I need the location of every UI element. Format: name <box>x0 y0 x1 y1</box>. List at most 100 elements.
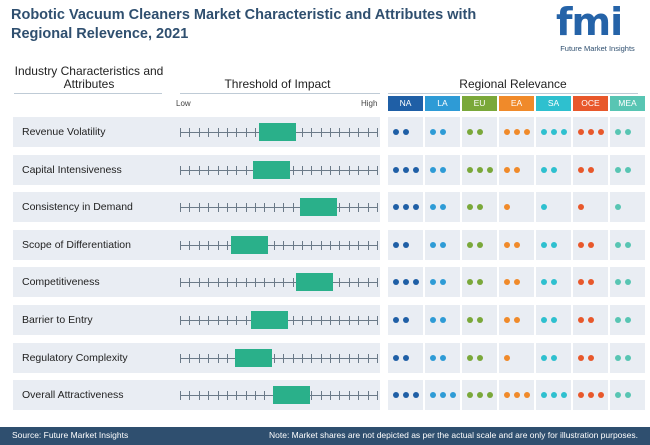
scale-tick <box>368 203 369 212</box>
scale-tick <box>208 241 209 250</box>
attribute-label: Overall Attractiveness <box>22 389 124 401</box>
scale-tick <box>302 316 303 325</box>
scale-tick <box>227 166 228 175</box>
relevance-dot <box>541 317 547 323</box>
scale-tick <box>377 391 378 400</box>
scale-tick <box>368 278 369 287</box>
scale-tick <box>208 391 209 400</box>
scale-tick <box>218 354 219 363</box>
relevance-dot <box>467 392 473 398</box>
scale-tick <box>189 241 190 250</box>
relevance-dot <box>625 167 631 173</box>
attribute-label: Consistency in Demand <box>22 201 133 213</box>
scale-tick <box>377 166 378 175</box>
scale-tick <box>255 203 256 212</box>
relevance-dot <box>413 167 419 173</box>
scale-tick <box>358 241 359 250</box>
scale-tick <box>227 278 228 287</box>
region-tag-na: NA <box>388 96 423 111</box>
relevance-dot <box>467 167 473 173</box>
relevance-dot <box>578 355 584 361</box>
relevance-dot <box>393 242 399 248</box>
relevance-dot <box>551 242 557 248</box>
relevance-dot <box>615 167 621 173</box>
relevance-dot <box>393 279 399 285</box>
scale-tick <box>208 166 209 175</box>
scale-tick <box>349 316 350 325</box>
relevance-dot <box>477 204 483 210</box>
relevance-dot <box>615 242 621 248</box>
scale-tick <box>321 166 322 175</box>
relevance-dot <box>588 129 594 135</box>
relevance-dot <box>541 129 547 135</box>
scale-tick <box>358 391 359 400</box>
impact-bar <box>231 236 268 254</box>
relevance-dot <box>430 167 436 173</box>
scale-tick <box>368 316 369 325</box>
scale-tick <box>349 391 350 400</box>
relevance-dot <box>403 204 409 210</box>
scale-tick <box>293 316 294 325</box>
relevance-dot <box>578 167 584 173</box>
relevance-dot <box>440 279 446 285</box>
scale-tick <box>368 128 369 137</box>
scale-tick <box>199 354 200 363</box>
scale-tick <box>349 166 350 175</box>
relevance-dot <box>430 242 436 248</box>
footer-note: Note: Market shares are not depicted as … <box>268 430 638 440</box>
relevance-dot <box>524 129 530 135</box>
impact-bar <box>251 311 288 329</box>
scale-tick <box>199 241 200 250</box>
scale-tick <box>339 391 340 400</box>
attribute-label: Competitiveness <box>22 276 100 288</box>
scale-tick <box>227 203 228 212</box>
scale-tick <box>218 128 219 137</box>
scale-tick <box>321 354 322 363</box>
impact-bar <box>300 198 337 216</box>
relevance-dot <box>430 355 436 361</box>
impact-scale <box>180 207 377 208</box>
relevance-dot <box>524 392 530 398</box>
relevance-dot <box>430 392 436 398</box>
impact-bar <box>273 386 310 404</box>
scale-tick <box>283 278 284 287</box>
scale-high-label: High <box>361 99 378 108</box>
scale-tick <box>377 203 378 212</box>
relevance-dot <box>514 392 520 398</box>
scale-tick <box>358 203 359 212</box>
scale-tick <box>339 166 340 175</box>
region-tag-la: LA <box>425 96 460 111</box>
scale-tick <box>377 354 378 363</box>
logo-mark: fmi <box>556 0 623 44</box>
region-tag-sa: SA <box>536 96 571 111</box>
scale-tick <box>218 203 219 212</box>
relevance-dot <box>467 242 473 248</box>
relevance-dot <box>504 392 510 398</box>
relevance-dot <box>430 129 436 135</box>
relevance-dot <box>588 167 594 173</box>
scale-tick <box>377 316 378 325</box>
scale-tick <box>293 354 294 363</box>
scale-tick <box>283 241 284 250</box>
relevance-dot <box>504 204 510 210</box>
relevance-dot <box>393 392 399 398</box>
scale-tick <box>274 241 275 250</box>
scale-tick <box>236 278 237 287</box>
relevance-dot <box>625 129 631 135</box>
scale-tick <box>208 354 209 363</box>
characteristics-underline <box>14 93 162 94</box>
relevance-dot <box>625 355 631 361</box>
scale-tick <box>302 354 303 363</box>
scale-tick <box>283 354 284 363</box>
scale-tick <box>218 316 219 325</box>
scale-tick <box>293 278 294 287</box>
scale-tick <box>302 166 303 175</box>
scale-tick <box>339 278 340 287</box>
relevance-dot <box>578 317 584 323</box>
scale-tick <box>302 241 303 250</box>
relevance-dot <box>588 317 594 323</box>
scale-tick <box>199 203 200 212</box>
scale-tick <box>180 354 181 363</box>
scale-tick <box>189 166 190 175</box>
scale-tick <box>180 203 181 212</box>
